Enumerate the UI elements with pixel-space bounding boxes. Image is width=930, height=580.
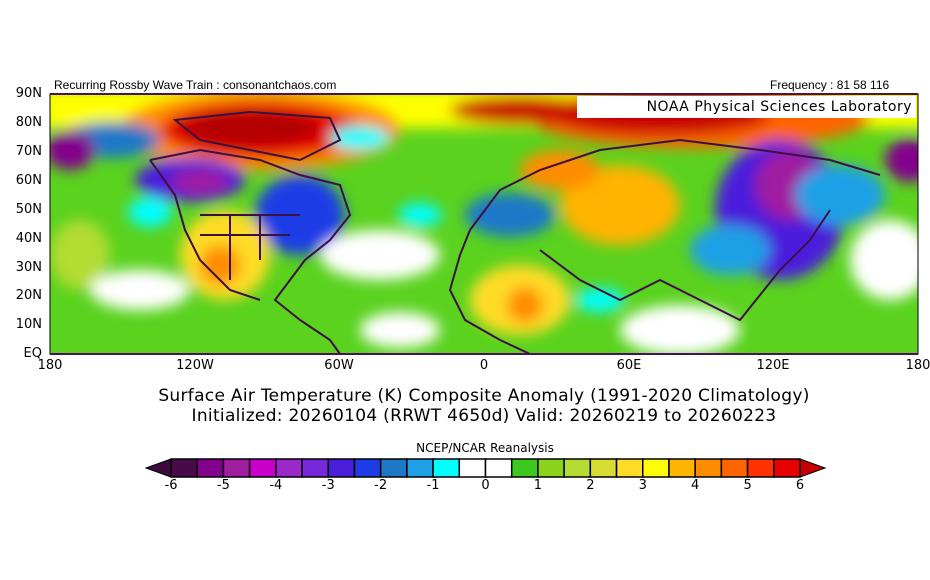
lat-label: 20N [15,288,42,303]
lat-label: 50N [15,202,42,217]
colorbar-tick-label: -4 [269,478,283,493]
noaa-lab-label: NOAA Physical Sciences Laboratory [577,96,916,118]
colorbar-tick-label: 4 [691,478,700,493]
colorbar-tick-label: 0 [481,478,490,493]
lon-label: 180 [905,358,930,373]
colorbar-tick-label: -1 [426,478,440,493]
colorbar-tick-label: 6 [795,478,805,493]
colorbar-tick-label: 1 [533,478,543,493]
colorbar-tick-label: 5 [743,478,752,493]
lon-label: 60E [616,358,642,373]
map-title: Surface Air Temperature (K) Composite An… [158,386,810,406]
colorbar-tick-label: 3 [638,478,647,493]
colorbar-tick-label: -6 [164,478,178,493]
lat-label: EQ [23,346,42,361]
lat-label: 30N [15,260,42,275]
lat-label: 40N [15,231,42,246]
colorbar-tick-label: 2 [586,478,595,493]
lon-label: 0 [479,358,489,373]
anomaly-contours [50,94,918,354]
lon-label: 60W [324,358,354,373]
lat-label: 10N [15,317,42,332]
lat-label: 90N [15,86,42,101]
lat-label: 60N [15,173,42,188]
colorbar-tick-label: -5 [216,478,230,493]
coastlines [149,110,881,354]
lon-label: 120W [176,358,214,373]
lat-label: 70N [15,144,42,159]
lat-label: 80N [15,115,42,130]
map-subtitle: Initialized: 20260104 (RRWT 4650d) Valid… [191,406,777,426]
colorbar-tick-label: -2 [374,478,388,493]
lon-label: 120E [756,358,790,373]
header-source-text: Recurring Rossby Wave Train : consonantc… [54,78,337,92]
colorbar-title: NCEP/NCAR Reanalysis [416,441,554,455]
lon-label: 180 [37,358,63,373]
header-frequency-text: Frequency : 81 58 116 [770,78,890,92]
colorbar-tick-label: -3 [321,478,335,493]
